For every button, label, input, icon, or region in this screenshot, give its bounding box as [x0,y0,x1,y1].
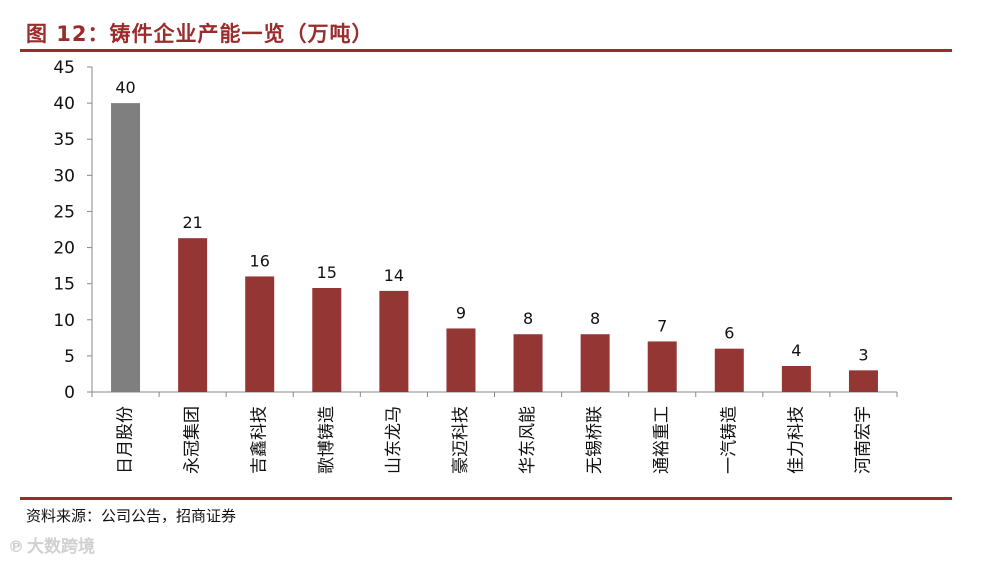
category-labels: 日月股份 永冠集团 吉鑫科技 歌博铸造 山东龙马 豪迈科技 华东风能 无锡桥联 通裕重工 一汽铸造… [116,406,874,474]
watermark-text: 大数跨境 [27,537,95,557]
bar [714,348,744,392]
source-rule [20,497,952,500]
data-label: 4 [791,341,801,360]
y-tick-label: 45 [53,58,75,78]
bar [781,366,811,392]
bar [178,238,208,392]
category-label: 通裕重工 [652,406,672,474]
category-label: 华东风能 [518,406,538,474]
bar [647,341,677,392]
data-label: 16 [250,251,270,270]
category-label: 吉鑫科技 [250,406,270,474]
category-label: 山东龙马 [384,406,404,474]
title-rule [20,49,952,52]
y-tick-label: 0 [64,383,75,403]
source-note: 资料来源：公司公告，招商证券 [26,507,237,525]
y-tick-label: 5 [64,347,75,367]
data-label: 14 [384,266,404,285]
y-tick-label: 10 [53,311,75,331]
category-label: 歌博铸造 [317,406,337,474]
data-label: 8 [523,309,533,328]
bar [580,334,610,392]
figure-title: 图 12：铸件企业产能一览（万吨） [26,22,374,46]
data-label: 21 [182,213,202,232]
y-tick-label: 30 [53,166,75,186]
bar [379,290,409,392]
data-label: 7 [657,316,667,335]
category-label: 佳力科技 [786,406,806,474]
data-label: 40 [115,78,135,97]
bar [446,328,476,392]
bar [848,370,878,392]
watermark-logo-icon: ℗ [8,537,24,556]
data-label: 9 [456,303,466,322]
y-tick-label: 15 [53,275,75,295]
category-label: 日月股份 [116,406,136,474]
y-tick-label: 20 [53,239,75,259]
data-label: 8 [590,309,600,328]
category-label: 永冠集团 [183,406,203,474]
x-axis [91,391,898,397]
bar [111,103,141,392]
category-label: 豪迈科技 [450,406,471,474]
watermark: ℗ 大数跨境 [8,532,95,557]
data-labels: 40 21 16 15 14 9 8 8 7 6 4 3 [115,78,868,364]
data-label: 6 [724,324,734,343]
y-tick-label: 25 [53,202,75,222]
bar [312,288,342,392]
bar [513,334,543,392]
data-label: 15 [317,263,337,282]
data-label: 3 [858,345,868,364]
category-label: 河南宏宇 [853,406,873,474]
category-label: 无锡桥联 [585,406,605,474]
category-label: 一汽铸造 [719,406,739,474]
bars [111,103,878,392]
bar [245,276,275,392]
y-tick-label: 35 [53,130,75,150]
y-axis: 0 5 10 15 20 25 30 35 40 45 [53,58,93,403]
y-tick-label: 40 [53,94,75,114]
